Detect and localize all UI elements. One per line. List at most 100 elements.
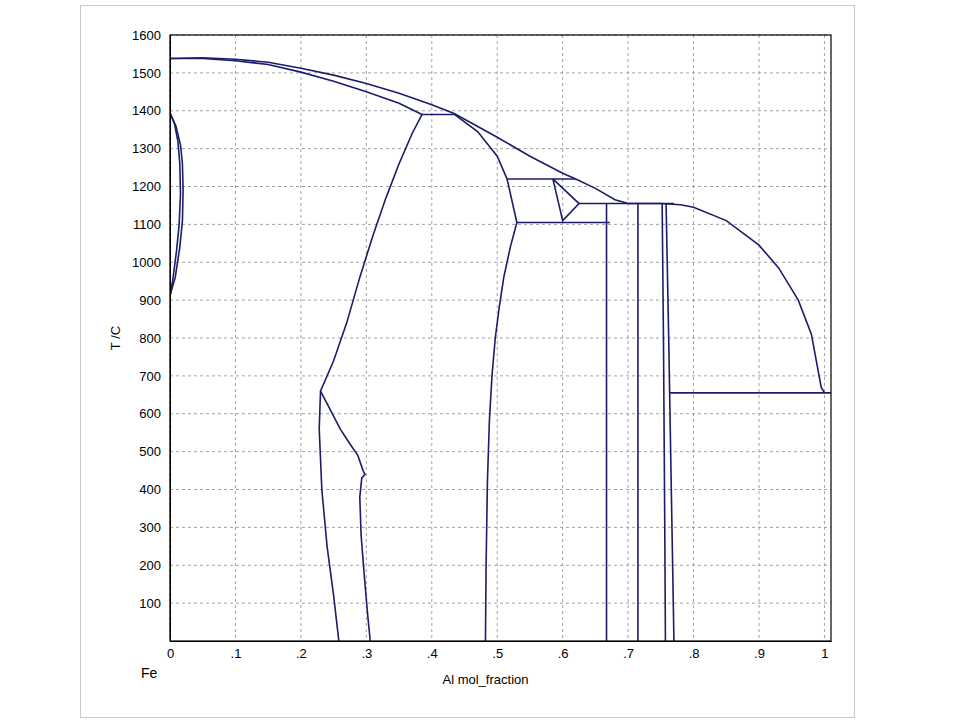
phase-boundary [170,58,661,204]
y-tick: 1400 [132,103,170,118]
phase-boundary [579,203,674,205]
annotation: Fe [141,665,158,681]
grid-line-y [170,603,831,604]
y-tick-label: 100 [139,596,161,611]
x-tick-label: .2 [296,646,307,661]
grid-line-y [170,375,831,376]
y-tick: 1600 [132,28,170,43]
grid-line-y [170,527,831,528]
x-tick: .6 [558,641,569,661]
x-tick-label: .8 [689,646,700,661]
phase-boundary [422,114,455,116]
x-tick: .3 [361,641,372,661]
grid-line-x [235,35,236,641]
phase-boundary [662,204,665,641]
phase-boundary [553,179,579,221]
grid-line-y [170,565,831,566]
grid-line-y [170,413,831,414]
y-tick-label: 500 [139,444,161,459]
x-tick-label: 0 [167,646,174,661]
phase-boundary [637,204,639,641]
y-tick: 900 [139,293,170,308]
grid-line-y [170,72,831,73]
y-tick-label: 1200 [132,179,161,194]
y-tick: 400 [139,482,170,497]
y-axis-title: T /C [108,326,123,350]
phase-boundary [669,392,831,394]
phase-boundary [517,222,610,224]
phase-boundary [507,179,517,223]
grid-line-y [170,451,831,452]
y-tick-label: 300 [139,520,161,535]
y-tick-label: 1100 [133,217,161,232]
x-axis: 0 .1 .2 .3 .4 .5 .6 .7 .8 .9 1 [167,641,832,661]
y-tick: 100 [139,596,170,611]
grid-line-y [170,186,831,187]
x-tick-label: .7 [623,646,634,661]
y-tick-label: 1600 [132,28,161,43]
y-tick: 500 [139,444,170,459]
grid-line-y [170,338,831,339]
x-tick-label: .4 [427,646,438,661]
phase-boundary [507,178,576,180]
phase-boundary [666,204,674,641]
x-tick: 0 [167,641,174,661]
y-tick: 200 [139,558,170,573]
grid-line-y [170,262,831,263]
x-axis-line [171,641,832,642]
y-tick: 700 [139,369,170,384]
y-tick: 1200 [132,179,170,194]
chart: 0.1.2.3.4.5.6.7.8.9110020030040050060070… [0,0,960,720]
x-tick: 1 [821,641,828,661]
x-tick-label: .3 [361,646,372,661]
y-tick: 800 [139,331,170,346]
phase-boundary [321,391,371,641]
phase-boundary [455,115,507,179]
grid-line-x [431,35,432,641]
y-tick-label: 800 [139,331,161,346]
phase-boundary [485,222,516,641]
x-axis-title: Al mol_fraction [443,672,529,687]
y-tick: 1000 [132,255,170,270]
y-tick: 600 [139,406,170,421]
phase-boundary [661,204,825,393]
y-tick-label: 1300 [132,141,161,156]
y-tick: 1500 [132,66,170,81]
y-tick: 1300 [132,141,170,156]
x-tick-label: .1 [231,646,242,661]
phase-boundary [170,58,422,114]
x-tick: .2 [296,641,307,661]
grid-line-x [366,35,367,641]
y-axis-line [170,36,171,642]
lines [170,58,831,641]
y-tick-label: 200 [139,558,161,573]
x-tick-label: .5 [492,646,503,661]
grid-line-y [170,148,831,149]
grid-line-y [170,110,831,111]
y-tick-label: 1500 [132,66,161,81]
y-tick-label: 700 [139,369,161,384]
x-tick-label: .6 [558,646,569,661]
x-tick: .8 [689,641,700,661]
phase-boundary [170,113,183,296]
y-axis: 100 200 300 400 500 600 700 800 900 1000 1100 1200 1… [132,28,170,642]
y-tick-label: 1400 [132,103,161,118]
x-tick: .7 [623,641,634,661]
x-tick: .4 [427,641,438,661]
y-tick: 1100 [133,217,170,232]
phase-boundary [319,115,422,641]
grid-line-y [170,489,831,490]
x-tick-label: 1 [821,646,828,661]
y-tick: 300 [139,520,170,535]
x-tick: .5 [492,641,503,661]
x-tick-label: .9 [754,646,765,661]
grid-line-x [300,35,301,641]
grid [170,35,831,641]
y-tick-label: 400 [139,482,161,497]
y-tick-label: 1000 [132,255,161,270]
y-tick-label: 900 [139,293,161,308]
y-tick-label: 600 [139,406,161,421]
outer-frame [81,6,855,718]
phase-boundary [606,204,608,641]
plot-frame [170,35,831,641]
